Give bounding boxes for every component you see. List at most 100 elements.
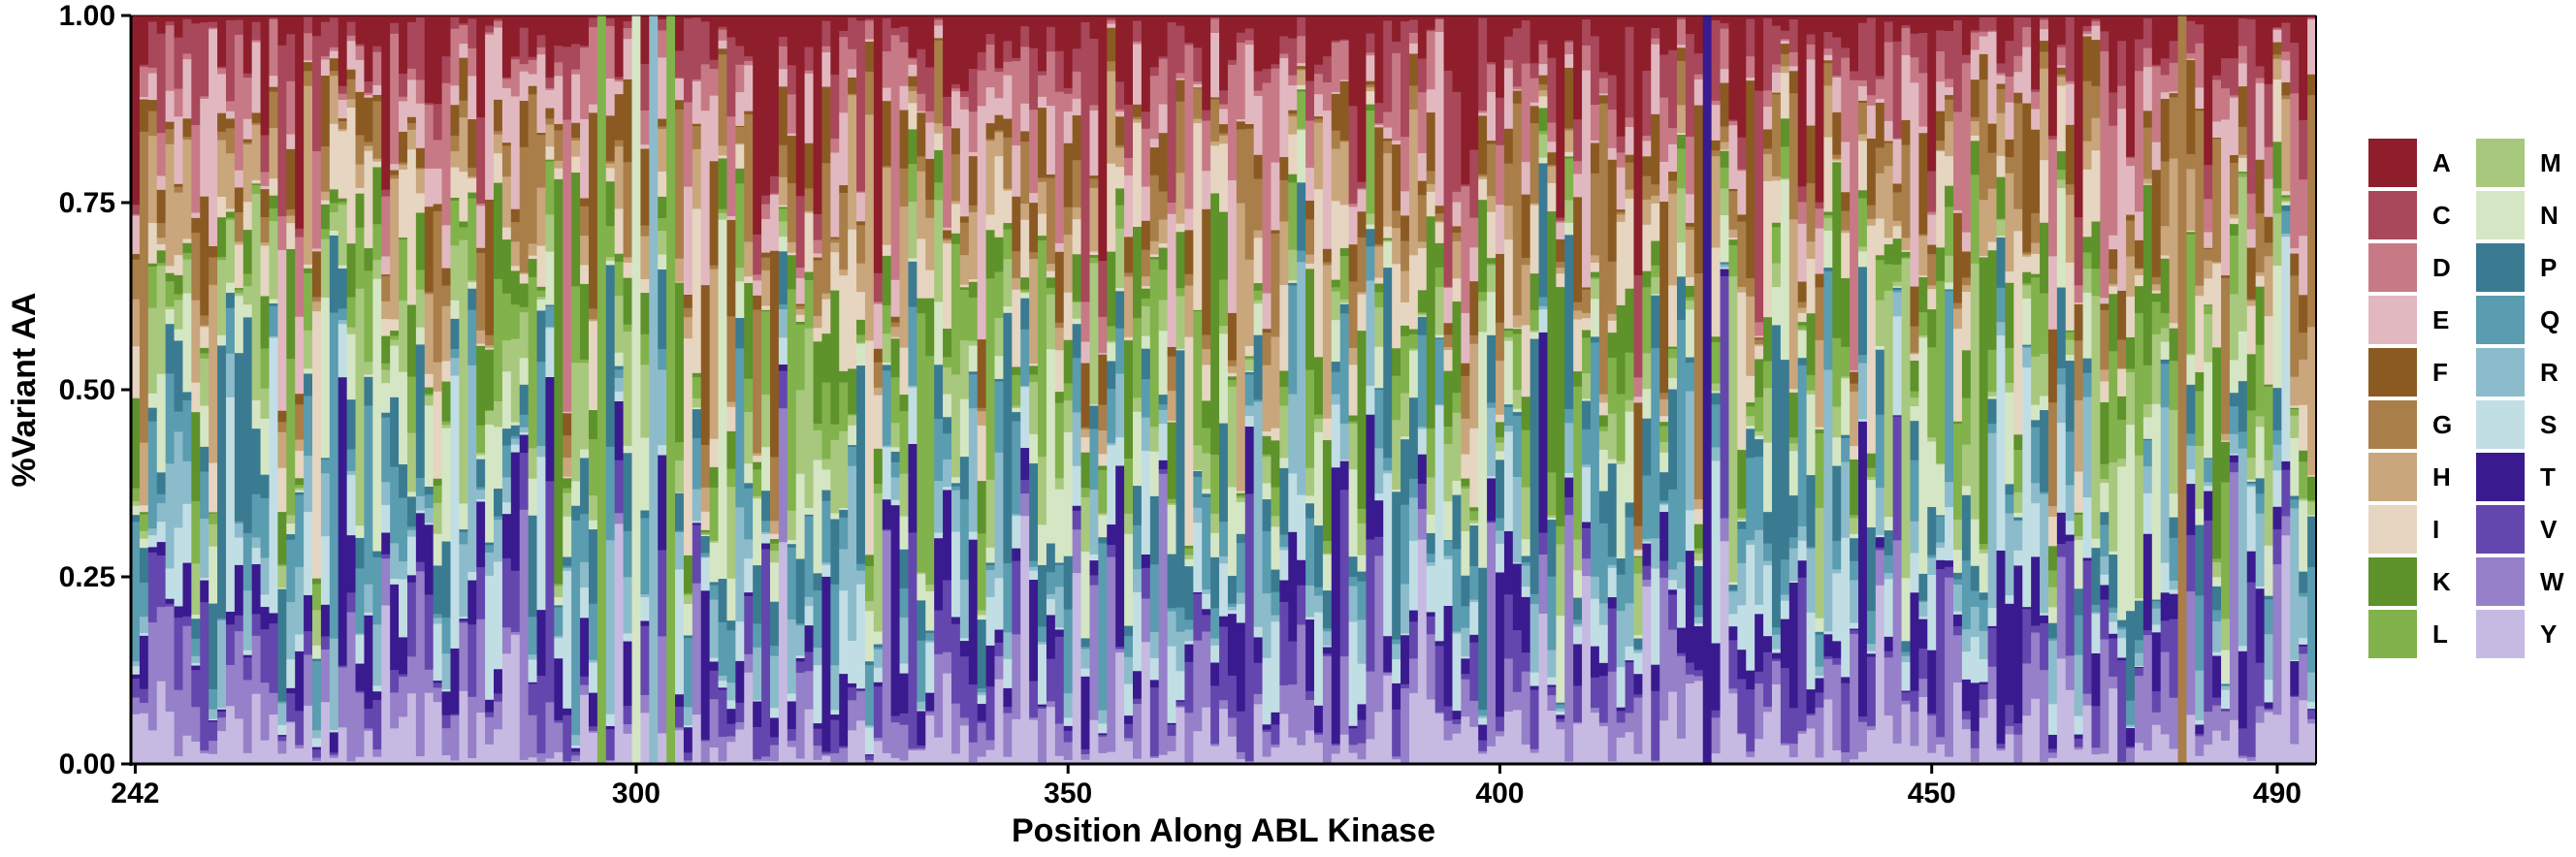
bar-segment-W bbox=[174, 689, 183, 757]
bar-segment-N bbox=[1607, 459, 1618, 464]
bar-segment-P bbox=[1987, 398, 1997, 425]
bar-segment-G bbox=[977, 407, 987, 412]
bar-segment-R bbox=[1297, 261, 1306, 495]
bar-segment-G bbox=[1720, 126, 1729, 143]
bar-segment-W bbox=[795, 672, 806, 759]
bar-segment-P bbox=[1642, 418, 1652, 476]
bar-segment-D bbox=[269, 18, 278, 77]
bar-segment-N bbox=[304, 367, 313, 374]
bar-segment-R bbox=[424, 507, 435, 524]
bar-segment-K bbox=[260, 296, 270, 349]
bar-segment-Q bbox=[1297, 250, 1306, 263]
bar-segment-T bbox=[934, 537, 944, 611]
bar-segment-G bbox=[1236, 129, 1246, 204]
bar-segment-A bbox=[2056, 16, 2067, 45]
bar-segment-C bbox=[1236, 32, 1246, 43]
bar-segment-P bbox=[1175, 349, 1185, 608]
bar-segment-Q bbox=[623, 530, 632, 578]
bar-segment-S bbox=[1115, 436, 1125, 466]
bar-segment-T bbox=[1236, 622, 1246, 712]
bar-segment-P bbox=[2169, 517, 2178, 538]
bar-segment-A bbox=[1858, 16, 1868, 23]
bar-segment-S bbox=[1374, 492, 1384, 501]
bar-segment-D bbox=[1866, 94, 1877, 106]
bar-segment-C bbox=[1970, 30, 1980, 33]
bar-segment-R bbox=[1850, 579, 1859, 623]
bar-segment-L bbox=[1262, 454, 1272, 458]
bar-segment-C bbox=[467, 17, 477, 48]
bar-segment-A bbox=[1866, 16, 1877, 18]
bar-segment-E bbox=[2109, 235, 2118, 250]
bar-segment-N bbox=[744, 462, 754, 484]
bar-segment-L bbox=[269, 207, 278, 222]
bar-segment-K bbox=[1478, 199, 1488, 293]
bar-segment-N bbox=[890, 446, 900, 452]
bar-segment-I bbox=[519, 273, 530, 284]
bar-segment-S bbox=[1780, 600, 1790, 619]
bar-segment-V bbox=[467, 623, 477, 697]
bar-segment-V bbox=[346, 591, 356, 613]
bar-segment-M bbox=[1297, 128, 1306, 131]
bar-segment-Q bbox=[1271, 591, 1280, 616]
bar-segment-V bbox=[1850, 629, 1859, 634]
bar-segment-D bbox=[2160, 75, 2171, 93]
bar-segment-T bbox=[804, 624, 814, 652]
bar-segment-G bbox=[1746, 277, 1755, 297]
bar-segment-P bbox=[1487, 334, 1497, 403]
bar-segment-H bbox=[1806, 240, 1816, 260]
bar-segment-W bbox=[761, 755, 771, 761]
bar-segment-S bbox=[1305, 617, 1315, 620]
bar-segment-W bbox=[683, 759, 693, 763]
bar-segment-K bbox=[1832, 161, 1842, 338]
bar-position-458 bbox=[1996, 16, 2006, 765]
bar-segment-A bbox=[761, 16, 771, 196]
bar-segment-R bbox=[501, 477, 512, 503]
bar-segment-I bbox=[2082, 169, 2092, 238]
bar-segment-Q bbox=[1582, 428, 1592, 465]
bar-segment-D bbox=[1945, 78, 1954, 87]
bar-segment-P bbox=[1512, 411, 1523, 416]
bar-segment-M bbox=[1538, 134, 1548, 158]
bar-segment-K bbox=[994, 237, 1004, 272]
bar-segment-D bbox=[614, 79, 624, 82]
bar-position-327 bbox=[864, 16, 875, 765]
bar-segment-N bbox=[2126, 424, 2136, 612]
bar-segment-G bbox=[1478, 174, 1488, 177]
bar-segment-D bbox=[1961, 62, 1972, 233]
bar-segment-Y bbox=[320, 701, 331, 765]
bar-segment-L bbox=[1720, 167, 1729, 189]
bar-segment-I bbox=[1737, 292, 1747, 451]
bar-segment-P bbox=[1945, 289, 1954, 292]
bar-segment-E bbox=[545, 89, 555, 109]
bar-segment-G bbox=[1167, 356, 1176, 392]
bar-segment-R bbox=[260, 557, 270, 595]
bar-segment-A bbox=[1693, 16, 1704, 54]
bar-segment-N bbox=[2031, 404, 2041, 421]
bar-segment-N bbox=[1728, 582, 1738, 586]
bar-segment-P bbox=[1357, 571, 1367, 582]
bar-segment-G bbox=[2074, 339, 2083, 400]
bar-segment-A bbox=[994, 16, 1004, 69]
bar-segment-I bbox=[1149, 254, 1160, 258]
bar-segment-R bbox=[2005, 513, 2014, 596]
bar-segment-P bbox=[1746, 428, 1755, 459]
bar-segment-D bbox=[1339, 40, 1350, 80]
bar-segment-G bbox=[1133, 116, 1143, 120]
bar-segment-P bbox=[864, 660, 875, 665]
bar-segment-L bbox=[1633, 556, 1643, 574]
bar-segment-W bbox=[1884, 656, 1894, 716]
bar-segment-L bbox=[1469, 510, 1479, 521]
bar-segment-P bbox=[1720, 262, 1729, 264]
bar-segment-Y bbox=[1434, 713, 1444, 765]
bar-segment-K bbox=[372, 167, 382, 225]
bar-segment-M bbox=[536, 296, 546, 300]
bar-segment-S bbox=[1564, 472, 1574, 478]
bar-segment-M bbox=[528, 447, 537, 479]
bar-segment-D bbox=[882, 50, 892, 88]
bar-segment-T bbox=[1408, 610, 1419, 622]
bar-segment-C bbox=[1202, 110, 1211, 121]
bar-segment-G bbox=[675, 109, 685, 259]
bar-segment-S bbox=[1823, 630, 1833, 635]
bar-segment-T bbox=[1711, 643, 1721, 711]
bar-segment-Q bbox=[1279, 534, 1289, 548]
